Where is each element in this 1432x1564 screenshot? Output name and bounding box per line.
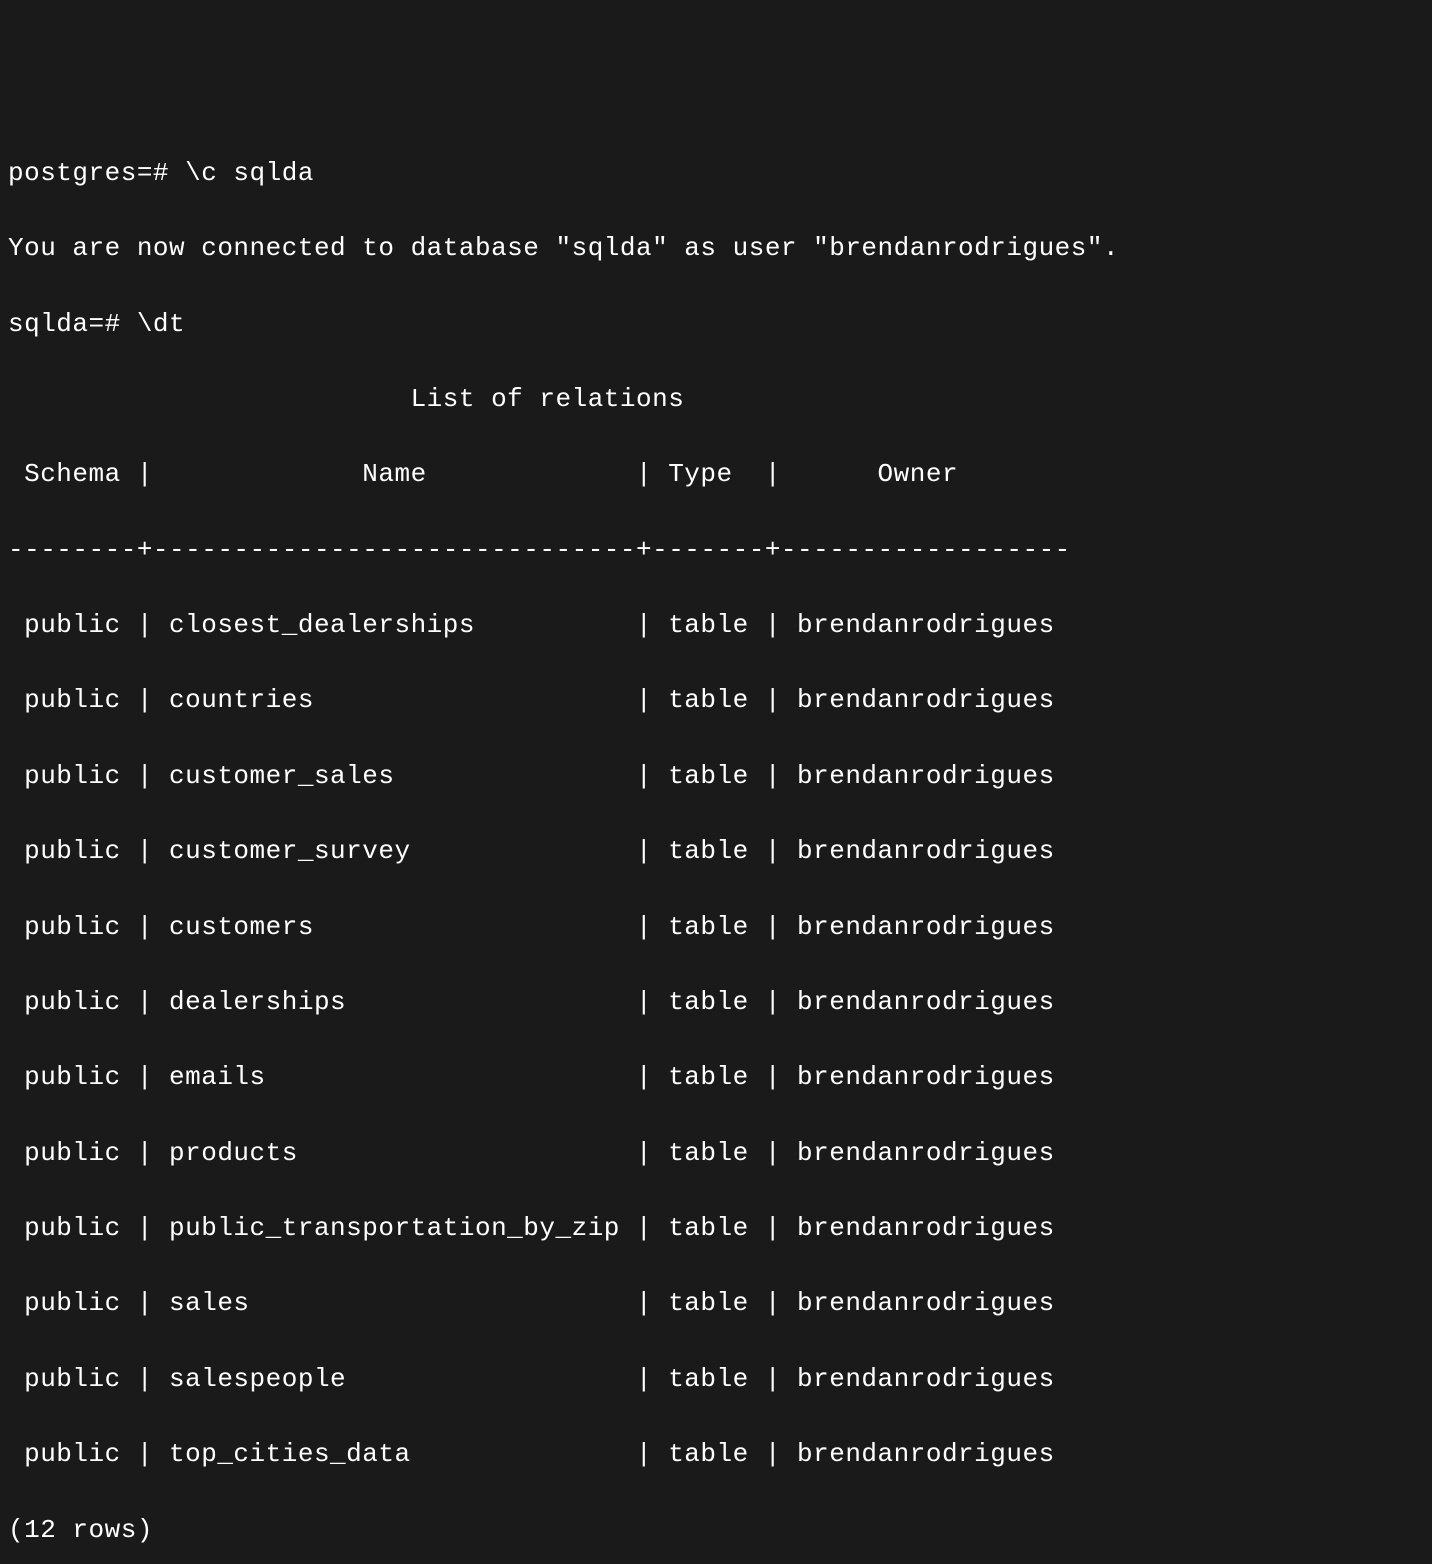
table-row: public | products | table | brendanrodri… xyxy=(8,1135,1424,1173)
table-row: public | customers | table | brendanrodr… xyxy=(8,909,1424,947)
connection-message: You are now connected to database "sqlda… xyxy=(8,230,1424,268)
table-header: Schema | Name | Type | Owner xyxy=(8,456,1424,494)
table-row: public | customer_survey | table | brend… xyxy=(8,833,1424,871)
table-row: public | customer_sales | table | brenda… xyxy=(8,758,1424,796)
table-separator: --------+------------------------------+… xyxy=(8,532,1424,570)
table-row: public | dealerships | table | brendanro… xyxy=(8,984,1424,1022)
table-row: public | countries | table | brendanrodr… xyxy=(8,682,1424,720)
table-title: List of relations xyxy=(8,381,1424,419)
table-row: public | top_cities_data | table | brend… xyxy=(8,1436,1424,1474)
table-row: public | closest_dealerships | table | b… xyxy=(8,607,1424,645)
table-row: public | emails | table | brendanrodrigu… xyxy=(8,1059,1424,1097)
table-row: public | public_transportation_by_zip | … xyxy=(8,1210,1424,1248)
table-row: public | sales | table | brendanrodrigue… xyxy=(8,1285,1424,1323)
command-line-connect: postgres=# \c sqlda xyxy=(8,155,1424,193)
command-line-dt: sqlda=# \dt xyxy=(8,306,1424,344)
table-footer: (12 rows) xyxy=(8,1512,1424,1550)
table-row: public | salespeople | table | brendanro… xyxy=(8,1361,1424,1399)
